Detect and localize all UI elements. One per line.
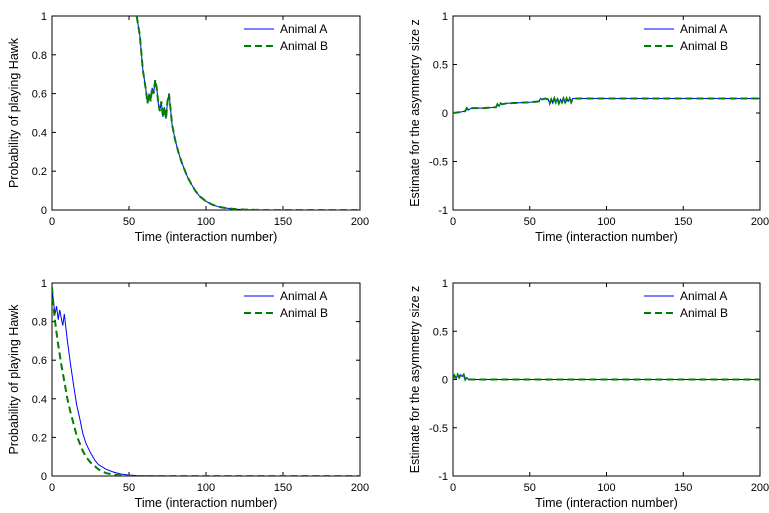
y-axis-label: Probability of playing Hawk — [7, 304, 21, 455]
y-tick-label: 1 — [41, 278, 47, 290]
y-axis-label: Probability of playing Hawk — [7, 37, 21, 188]
x-tick-label: 50 — [123, 216, 135, 228]
chart-panel-2: 0 50 100 150 200 -1 -0.5 0 0.5 1 Time (interaction… — [408, 11, 769, 244]
series-line-animal-b — [453, 95, 760, 114]
x-tick-label: 50 — [524, 482, 536, 494]
y-axis-label: Estimate for the asymmetry size z — [408, 286, 422, 474]
y-tick-label: 0.2 — [32, 432, 47, 444]
x-tick-label: 200 — [751, 482, 769, 494]
y-tick-label: 0 — [442, 375, 448, 387]
x-tick-label: 100 — [597, 216, 615, 228]
y-tick-label: 1 — [41, 11, 47, 23]
plot-frame — [51, 282, 361, 477]
x-tick-label: 100 — [597, 482, 615, 494]
x-tick-label: 150 — [674, 482, 692, 494]
x-tick-label: 100 — [197, 216, 215, 228]
y-tick-label: 0 — [41, 205, 47, 217]
y-tick-label: 0.6 — [32, 355, 47, 367]
legend-label-animal-a: Animal A — [680, 289, 727, 303]
y-tick-label: 0.4 — [32, 127, 47, 139]
y-tick-label: 0.5 — [433, 60, 448, 72]
x-tick-label: 150 — [274, 216, 292, 228]
y-tick-label: 0.6 — [32, 89, 47, 101]
y-tick-label: -1 — [438, 205, 448, 217]
series-line-animal-b — [135, 16, 360, 210]
x-tick-label: 200 — [751, 216, 769, 228]
y-tick-label: 0.8 — [32, 50, 47, 62]
x-tick-label: 100 — [197, 482, 215, 494]
x-axis-label: Time (interaction number) — [135, 496, 278, 510]
y-tick-label: 0.4 — [32, 394, 47, 406]
chart-panel-1: 0 50 100 150 200 0 0.2 0.4 0.6 0.8 1 Time (interact… — [7, 11, 369, 244]
series-line-animal-b — [453, 372, 760, 382]
y-tick-label: 0.5 — [433, 326, 448, 338]
legend-label-animal-a: Animal A — [280, 22, 327, 36]
y-tick-label: -1 — [438, 471, 448, 483]
x-tick-label: 150 — [674, 216, 692, 228]
x-axis-label: Time (interaction number) — [135, 230, 278, 244]
y-tick-label: 1 — [442, 11, 448, 23]
y-tick-label: -0.5 — [429, 157, 448, 169]
x-tick-label: 200 — [351, 482, 369, 494]
x-tick-label: 0 — [49, 482, 55, 494]
y-axis-label: Estimate for the asymmetry size z — [408, 19, 422, 207]
y-tick-label: 0 — [41, 471, 47, 483]
x-tick-label: 50 — [524, 216, 536, 228]
plot-frame — [51, 15, 361, 211]
legend-label-animal-a: Animal A — [280, 289, 327, 303]
x-axis-label: Time (interaction number) — [535, 496, 678, 510]
legend-label-animal-a: Animal A — [680, 22, 727, 36]
y-tick-label: 0.2 — [32, 166, 47, 178]
x-axis-label: Time (interaction number) — [535, 230, 678, 244]
x-tick-label: 200 — [351, 216, 369, 228]
legend-label-animal-b: Animal B — [280, 39, 328, 53]
x-tick-label: 0 — [49, 216, 55, 228]
legend-label-animal-b: Animal B — [680, 39, 728, 53]
y-tick-label: 1 — [442, 278, 448, 290]
legend-label-animal-b: Animal B — [680, 306, 728, 320]
x-tick-label: 150 — [274, 482, 292, 494]
chart-panel-3: 0 50 100 150 200 0 0.2 0.4 0.6 0.8 1 Time (interact… — [7, 278, 369, 510]
y-tick-label: 0 — [442, 108, 448, 120]
plot-frame — [452, 15, 761, 211]
legend-label-animal-b: Animal B — [280, 306, 328, 320]
x-tick-label: 0 — [450, 216, 456, 228]
x-tick-label: 0 — [450, 482, 456, 494]
chart-panel-4: 0 50 100 150 200 -1 -0.5 0 0.5 1 Time (interaction… — [408, 278, 769, 510]
y-tick-label: -0.5 — [429, 423, 448, 435]
x-tick-label: 50 — [123, 482, 135, 494]
y-tick-label: 0.8 — [32, 317, 47, 329]
